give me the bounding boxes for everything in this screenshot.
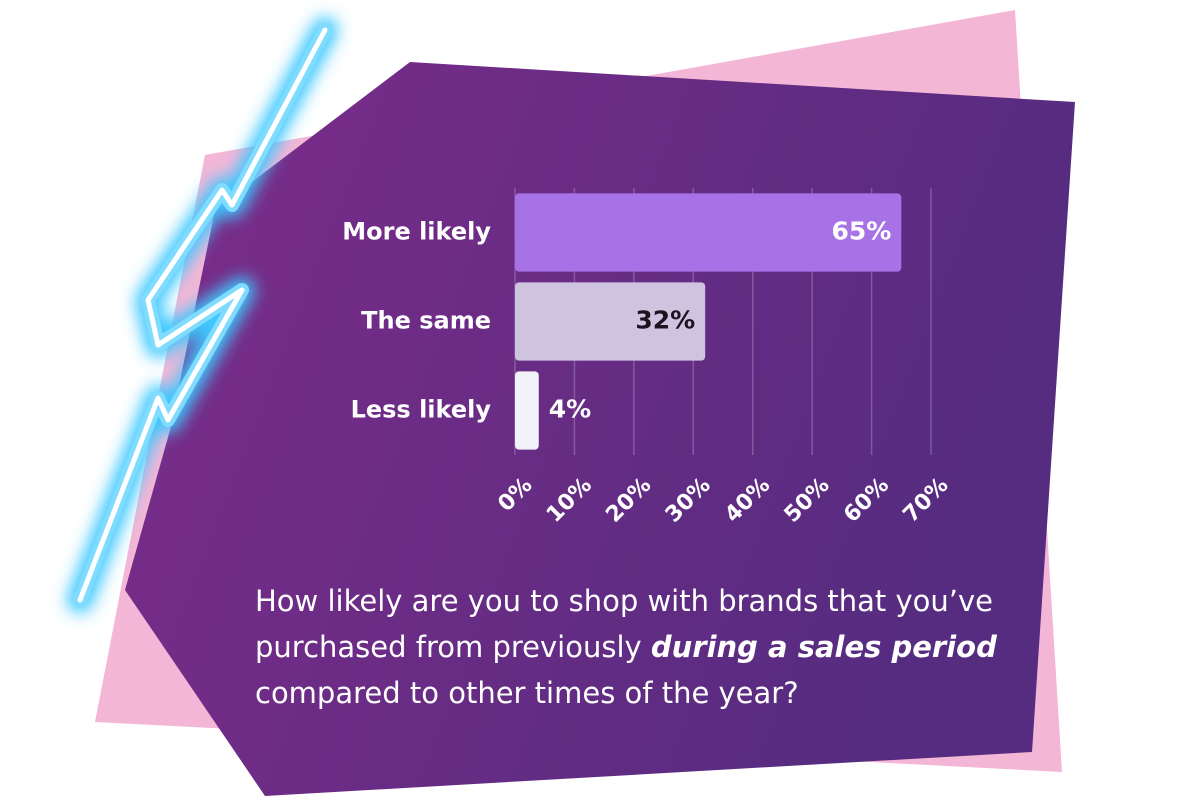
- y-tick-label: Less likely: [351, 396, 492, 424]
- value-label: 32%: [635, 306, 695, 335]
- y-tick-label: The same: [361, 307, 491, 335]
- neon-bolt: [67, 17, 338, 613]
- value-label: 65%: [831, 217, 891, 246]
- y-tick-label: More likely: [342, 218, 491, 246]
- question-text: compared to other times of the year?: [255, 676, 799, 710]
- question-text: How likely are you to shop with brands t…: [255, 584, 994, 664]
- bar: [515, 371, 539, 450]
- question: How likely are you to shop with brands t…: [255, 578, 1045, 716]
- value-label: 4%: [549, 395, 591, 424]
- bar: [515, 193, 902, 272]
- question-emphasis: during a sales period: [650, 630, 997, 664]
- bar: [515, 282, 706, 361]
